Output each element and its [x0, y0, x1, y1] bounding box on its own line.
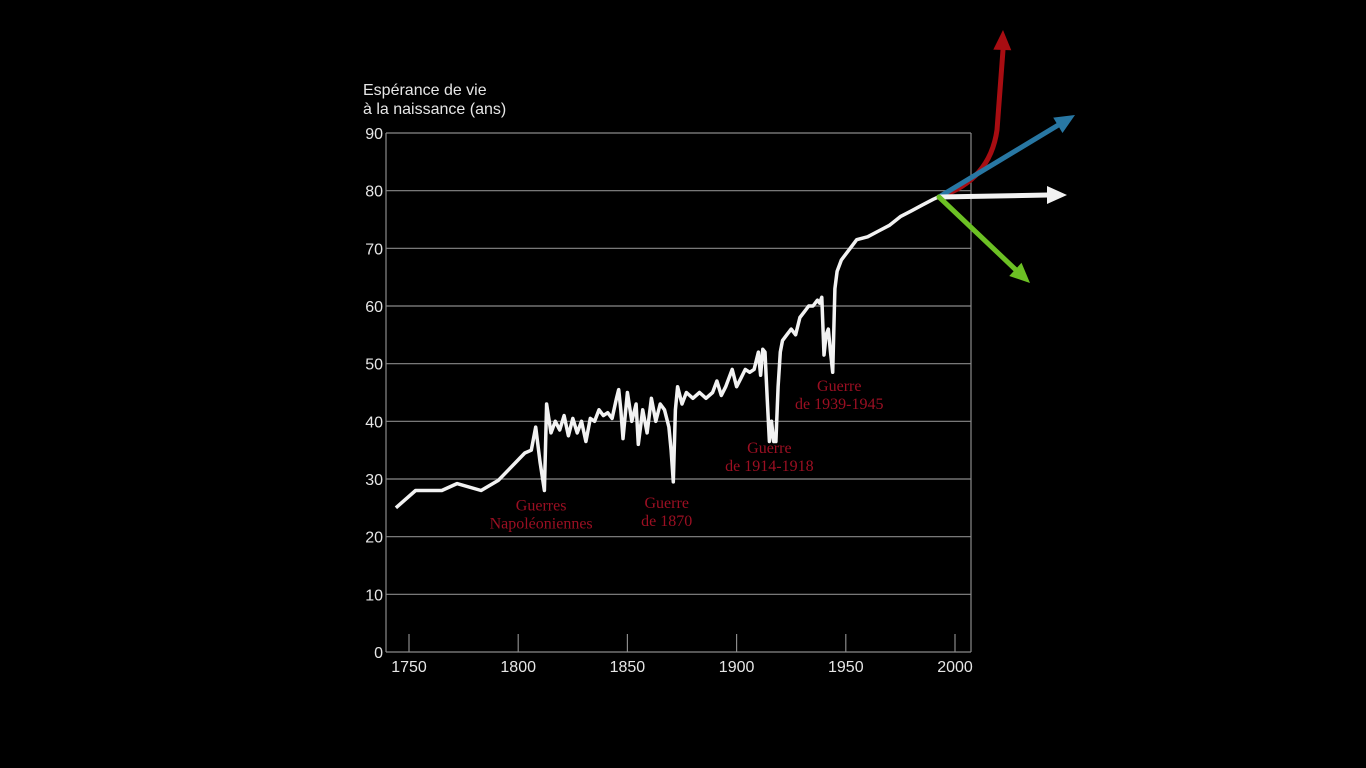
life-expectancy-line: [394, 194, 941, 510]
white-projection-arrow: [936, 192, 1051, 200]
red-projection-arrowhead-icon: [993, 30, 1012, 51]
y-tick-label: 20: [365, 530, 383, 547]
y-tick-label: 0: [374, 645, 383, 662]
y-tick-label: 70: [365, 241, 383, 258]
x-tick-label: 1850: [610, 659, 646, 676]
war-annotation: Guerre de 1914-1918: [725, 440, 813, 475]
x-tick-label: 2000: [937, 659, 973, 676]
war-annotation-line: Guerre: [645, 495, 689, 512]
war-annotation-line: Guerres: [516, 498, 567, 515]
war-annotation-line: de 1939-1945: [795, 396, 883, 413]
war-annotation-line: de 1914-1918: [725, 458, 813, 475]
blue-projection-arrowhead-icon: [1053, 114, 1075, 134]
war-annotation-line: de 1870: [641, 513, 692, 530]
green-projection-arrowhead-icon: [1009, 262, 1030, 283]
war-annotation: Guerre de 1939-1945: [795, 378, 883, 413]
y-tick-label: 10: [365, 587, 383, 604]
war-annotation-line: Napoléoniennes: [490, 516, 593, 533]
blue-projection-arrow: [936, 121, 1063, 200]
white-projection-arrowhead-icon: [1047, 186, 1067, 204]
x-tick-label: 1900: [719, 659, 755, 676]
y-axis-title-line1: Espérance de vie: [363, 82, 487, 99]
war-annotation: Guerre de 1870: [641, 495, 692, 530]
y-tick-label: 30: [365, 472, 383, 489]
green-projection-arrow: [936, 194, 1019, 273]
y-tick-label: 80: [365, 184, 383, 201]
y-tick-label: 90: [365, 126, 383, 143]
war-annotation-line: Guerre: [817, 378, 861, 395]
x-tick-label: 1800: [500, 659, 536, 676]
y-tick-label: 50: [365, 357, 383, 374]
x-tick-label: 1750: [391, 659, 427, 676]
x-tick-label: 1950: [828, 659, 864, 676]
war-annotation: Guerres Napoléoniennes: [490, 498, 593, 533]
y-axis-title-line2: à la naissance (ans): [363, 101, 506, 118]
y-tick-label: 60: [365, 299, 383, 316]
war-annotation-line: Guerre: [747, 440, 791, 457]
y-tick-label: 40: [365, 414, 383, 431]
